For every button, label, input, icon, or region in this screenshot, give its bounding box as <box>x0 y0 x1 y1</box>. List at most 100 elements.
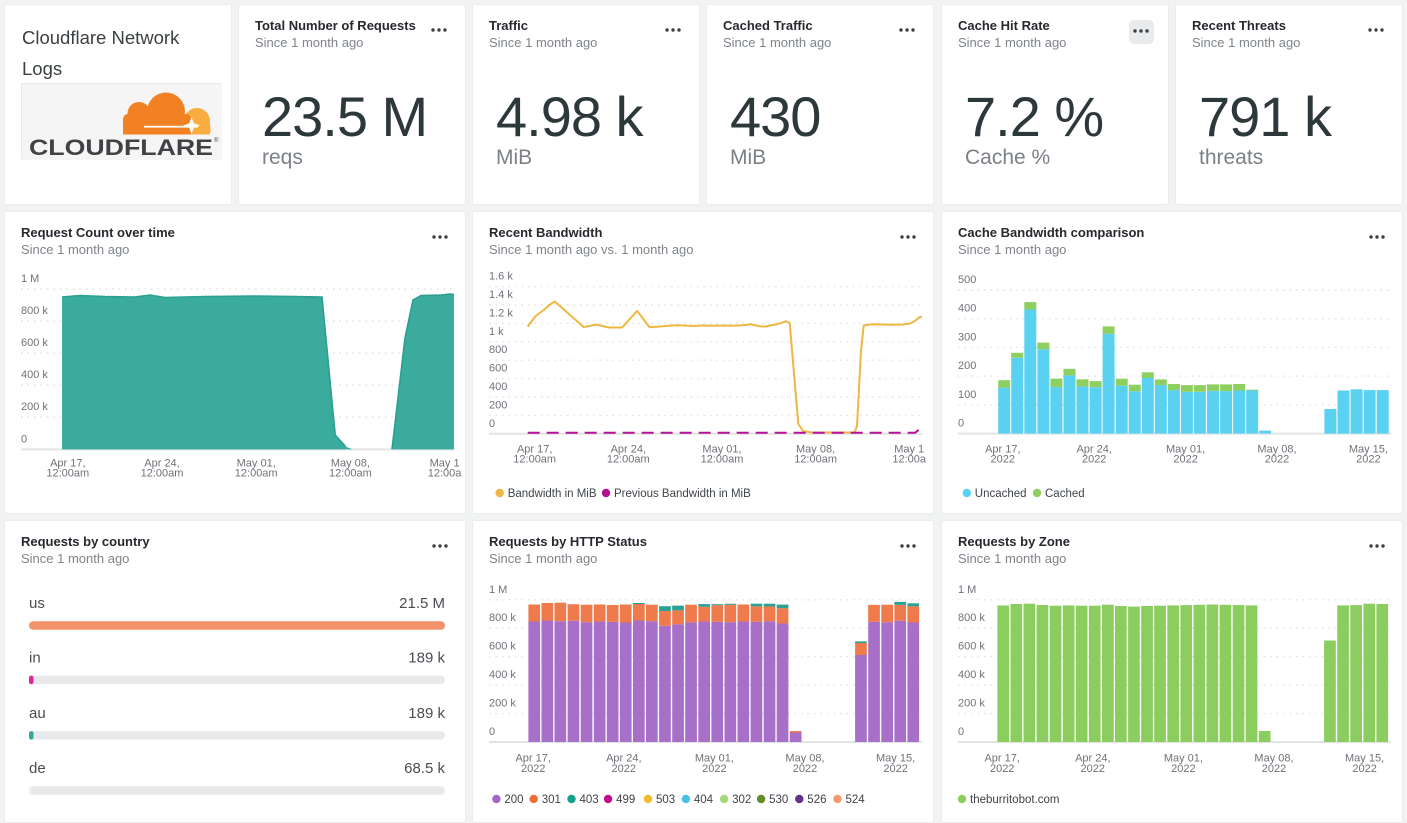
svg-text:Apr 17,: Apr 17, <box>50 458 85 470</box>
svg-text:503: 503 <box>656 794 675 806</box>
svg-text:300: 300 <box>958 331 976 343</box>
svg-text:1.2 k: 1.2 k <box>489 307 513 319</box>
svg-text:12:00am: 12:00am <box>235 468 278 480</box>
svg-text:®: ® <box>214 137 219 144</box>
svg-text:us: us <box>29 595 45 612</box>
svg-text:2022: 2022 <box>883 763 907 775</box>
svg-text:1 M: 1 M <box>958 584 976 596</box>
svg-text:Apr 24,: Apr 24, <box>1075 753 1110 765</box>
svg-text:2022: 2022 <box>990 763 1014 775</box>
svg-text:301: 301 <box>542 794 561 806</box>
svg-text:Apr 24,: Apr 24, <box>611 444 646 456</box>
svg-text:de: de <box>29 760 46 777</box>
svg-text:526: 526 <box>807 794 826 806</box>
svg-text:in: in <box>29 649 41 666</box>
svg-text:theburritobot.com: theburritobot.com <box>970 794 1060 806</box>
svg-text:1 M: 1 M <box>21 273 39 285</box>
svg-text:200 k: 200 k <box>21 401 48 413</box>
svg-text:May 08,: May 08, <box>1257 444 1296 456</box>
svg-text:Apr 24,: Apr 24, <box>144 458 179 470</box>
svg-text:2022: 2022 <box>1081 763 1105 775</box>
svg-text:May 08,: May 08, <box>785 753 824 765</box>
svg-text:499: 499 <box>616 794 635 806</box>
svg-text:May 01,: May 01, <box>1164 753 1203 765</box>
svg-text:12:00am: 12:00am <box>701 454 744 466</box>
svg-text:68.5 k: 68.5 k <box>404 760 445 777</box>
svg-text:530: 530 <box>769 794 788 806</box>
svg-text:800 k: 800 k <box>21 305 48 317</box>
svg-text:Apr 17,: Apr 17, <box>515 753 550 765</box>
svg-text:200 k: 200 k <box>958 698 985 710</box>
svg-text:2022: 2022 <box>1082 454 1106 466</box>
svg-text:12:00am: 12:00am <box>513 454 556 466</box>
svg-text:600 k: 600 k <box>958 641 985 653</box>
svg-text:12:00a: 12:00a <box>428 468 463 480</box>
svg-text:May 1: May 1 <box>430 458 460 470</box>
svg-text:2022: 2022 <box>612 763 636 775</box>
svg-text:0: 0 <box>958 418 964 430</box>
svg-text:May 15,: May 15, <box>876 753 915 765</box>
svg-text:2022: 2022 <box>521 763 545 775</box>
svg-text:600 k: 600 k <box>21 337 48 349</box>
svg-text:600 k: 600 k <box>489 641 516 653</box>
svg-text:2022: 2022 <box>1171 763 1195 775</box>
svg-text:Previous Bandwidth in MiB: Previous Bandwidth in MiB <box>614 488 751 500</box>
svg-text:au: au <box>29 705 46 722</box>
svg-text:May 01,: May 01, <box>695 753 734 765</box>
svg-text:400 k: 400 k <box>489 669 516 681</box>
svg-text:Apr 17,: Apr 17, <box>985 444 1020 456</box>
svg-text:Apr 17,: Apr 17, <box>517 444 552 456</box>
svg-text:400: 400 <box>489 381 507 393</box>
svg-text:800 k: 800 k <box>489 612 516 624</box>
svg-text:800 k: 800 k <box>958 612 985 624</box>
svg-text:0: 0 <box>958 726 964 738</box>
svg-text:1.4 k: 1.4 k <box>489 289 513 301</box>
svg-text:12:00am: 12:00am <box>607 454 650 466</box>
svg-text:12:00am: 12:00am <box>329 468 372 480</box>
svg-text:May 01,: May 01, <box>702 444 741 456</box>
svg-text:2022: 2022 <box>1262 763 1286 775</box>
svg-text:2022: 2022 <box>793 763 817 775</box>
svg-text:1.6 k: 1.6 k <box>489 271 513 283</box>
svg-text:May 01,: May 01, <box>237 458 276 470</box>
svg-text:May 08,: May 08, <box>796 444 835 456</box>
svg-text:200: 200 <box>504 794 523 806</box>
svg-text:2022: 2022 <box>1356 454 1380 466</box>
svg-text:2022: 2022 <box>1265 454 1289 466</box>
svg-text:404: 404 <box>694 794 714 806</box>
svg-text:1 M: 1 M <box>489 584 507 596</box>
svg-text:189 k: 189 k <box>408 705 445 722</box>
svg-text:200: 200 <box>958 360 976 372</box>
svg-text:400 k: 400 k <box>21 369 48 381</box>
svg-text:0: 0 <box>489 726 495 738</box>
svg-text:Apr 24,: Apr 24, <box>606 753 641 765</box>
svg-text:500: 500 <box>958 274 976 286</box>
svg-text:12:00am: 12:00am <box>141 468 184 480</box>
svg-text:CLOUDFLARE: CLOUDFLARE <box>29 135 213 160</box>
svg-text:400: 400 <box>958 303 976 315</box>
svg-text:400 k: 400 k <box>958 669 985 681</box>
svg-text:Apr 17,: Apr 17, <box>984 753 1019 765</box>
svg-text:May 08,: May 08, <box>331 458 370 470</box>
svg-text:1 k: 1 k <box>489 326 504 338</box>
svg-text:12:00a: 12:00a <box>892 454 927 466</box>
svg-text:May 01,: May 01, <box>1166 444 1205 456</box>
svg-text:2022: 2022 <box>991 454 1015 466</box>
svg-text:0: 0 <box>21 433 27 445</box>
svg-text:12:00am: 12:00am <box>794 454 837 466</box>
svg-text:May 1: May 1 <box>894 444 924 456</box>
svg-text:Uncached: Uncached <box>975 488 1027 500</box>
svg-text:0: 0 <box>489 418 495 430</box>
svg-text:Bandwidth in MiB: Bandwidth in MiB <box>508 488 597 500</box>
svg-text:524: 524 <box>846 794 866 806</box>
svg-text:12:00am: 12:00am <box>46 468 89 480</box>
svg-text:21.5 M: 21.5 M <box>399 595 445 612</box>
svg-text:800: 800 <box>489 344 507 356</box>
svg-text:200 k: 200 k <box>489 698 516 710</box>
svg-text:May 08,: May 08, <box>1254 753 1293 765</box>
svg-text:May 15,: May 15, <box>1349 444 1388 456</box>
svg-text:100: 100 <box>958 389 976 401</box>
svg-text:200: 200 <box>489 399 507 411</box>
svg-text:600: 600 <box>489 363 507 375</box>
svg-text:403: 403 <box>580 794 599 806</box>
